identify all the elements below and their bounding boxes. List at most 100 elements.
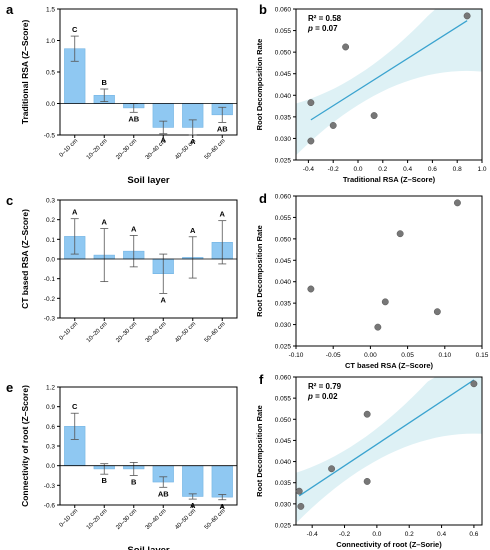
x-tick-label-f: 0.2	[405, 531, 414, 538]
y-axis-title-d: Root Decomposition Rate	[255, 225, 264, 317]
y-tick-label-b: 0.035	[275, 114, 292, 121]
x-tick-label-b: 0.0	[353, 166, 362, 173]
x-tick-label-d: -0.05	[326, 352, 341, 359]
category-label-c: 50–60 cm	[204, 321, 227, 344]
regression-line-b	[310, 20, 468, 121]
category-label-a: 40–50 cm	[174, 138, 197, 161]
y-tick-label-c: 0.1	[46, 237, 55, 244]
bar-e	[182, 465, 204, 497]
y-tick-label-d: 0.025	[275, 344, 292, 351]
y-tick-label-e: 0.9	[46, 404, 55, 411]
y-tick-label-d: 0.050	[275, 236, 292, 243]
y-tick-label-b: 0.030	[275, 136, 292, 143]
y-tick-label-b: 0.025	[275, 158, 292, 165]
bar-e	[211, 465, 233, 498]
y-tick-label-d: 0.035	[275, 301, 292, 308]
y-tick-label-f: 0.050	[275, 417, 292, 424]
category-label-e: 0–10 cm	[59, 508, 80, 529]
y-tick-label-d: 0.030	[275, 322, 292, 329]
stat-p-value-f: p = 0.02	[307, 392, 338, 401]
y-axis-title-c: CT based RSA (Z–Score)	[20, 209, 30, 309]
y-tick-label-b: 0.060	[275, 7, 292, 14]
data-point-d	[396, 230, 404, 238]
panel-letter-a: a	[6, 2, 14, 17]
data-point-d	[381, 298, 389, 306]
data-point-f	[470, 380, 478, 388]
data-point-b	[329, 122, 337, 129]
stat-r-squared-b: R² = 0.58	[308, 14, 342, 23]
significance-letter-c: A	[102, 218, 108, 227]
data-point-b	[342, 43, 350, 51]
category-label-c: 20–30 cm	[115, 321, 138, 344]
regression-line-f	[298, 379, 475, 497]
x-axis-title-a: Soil layer	[127, 175, 170, 186]
significance-letter-a: A	[190, 137, 196, 146]
y-tick-label-f: 0.035	[275, 480, 292, 487]
significance-letter-e: B	[102, 476, 108, 485]
stat-r-squared-f: R² = 0.79	[308, 382, 342, 391]
y-tick-label-b: 0.045	[275, 71, 292, 78]
panel-letter-b: b	[259, 2, 267, 17]
x-axis-title-d: CT based RSA (Z–Score)	[345, 361, 434, 370]
significance-letter-a: B	[102, 78, 108, 87]
x-tick-label-d: 0.00	[364, 352, 377, 359]
x-tick-label-b: 0.6	[428, 166, 437, 173]
y-tick-label-e: 0.0	[46, 463, 55, 470]
y-tick-label-d: 0.055	[275, 215, 292, 222]
confidence-band-f	[296, 377, 482, 524]
y-tick-label-f: 0.030	[275, 501, 292, 508]
y-axis-title-f: Root Decomposition Rate	[255, 405, 264, 497]
y-tick-label-a: 0.0	[46, 101, 55, 108]
category-label-e: 30–40 cm	[145, 508, 168, 531]
panel-letter-f: f	[259, 372, 264, 387]
data-point-f	[297, 502, 305, 510]
x-tick-label-d: -0.10	[289, 352, 304, 359]
y-tick-label-c: -0.1	[44, 276, 56, 283]
stat-p-rest-b: = 0.07	[313, 24, 338, 33]
significance-letter-c: A	[190, 226, 196, 235]
y-tick-label-d: 0.060	[275, 194, 292, 201]
y-tick-label-e: 0.3	[46, 444, 55, 451]
y-axis-title-b: Root Decomposition Rate	[255, 39, 264, 131]
x-tick-label-f: 0.0	[372, 531, 381, 538]
y-tick-label-c: -0.3	[44, 316, 56, 323]
y-axis-title-e: Connectivity of root (Z–Score)	[20, 385, 30, 507]
stat-p-symbol-b: p	[307, 24, 313, 33]
y-tick-label-d: 0.040	[275, 279, 292, 286]
x-tick-label-f: 0.6	[469, 531, 478, 538]
significance-letter-a: C	[72, 25, 78, 34]
y-tick-label-f: 0.060	[275, 375, 292, 382]
data-point-f	[363, 477, 371, 485]
x-axis-title-e: Soil layer	[127, 545, 170, 550]
y-tick-label-b: 0.055	[275, 28, 292, 35]
x-tick-label-d: 0.15	[476, 352, 489, 359]
category-label-a: 20–30 cm	[115, 138, 138, 161]
confidence-band-b	[296, 9, 482, 156]
y-tick-label-c: 0.0	[46, 257, 55, 264]
category-label-a: 30–40 cm	[145, 138, 168, 161]
x-axis-title-f: Connectivity of root (Z–Sorie)	[336, 540, 442, 549]
y-tick-label-f: 0.025	[275, 523, 292, 530]
data-point-b	[370, 112, 378, 120]
data-point-b	[307, 99, 315, 107]
data-point-b	[307, 137, 315, 145]
y-tick-label-e: -0.6	[44, 503, 56, 510]
significance-letter-c: A	[72, 208, 78, 217]
category-label-a: 50–60 cm	[204, 138, 227, 161]
y-tick-label-f: 0.040	[275, 459, 292, 466]
significance-letter-a: AB	[128, 114, 139, 123]
y-tick-label-c: 0.2	[46, 217, 55, 224]
x-tick-label-b: 1.0	[477, 166, 486, 173]
data-point-d	[307, 285, 315, 293]
y-tick-label-e: 0.6	[46, 424, 55, 431]
category-label-e: 20–30 cm	[115, 508, 138, 531]
y-tick-label-a: -0.5	[44, 133, 56, 140]
panel-letter-c: c	[6, 193, 13, 208]
significance-letter-e: C	[72, 402, 78, 411]
plot-frame-e	[59, 386, 238, 506]
significance-letter-c: A	[131, 224, 137, 233]
stat-p-rest-f: = 0.02	[313, 392, 338, 401]
stat-p-symbol-f: p	[307, 392, 313, 401]
x-tick-label-b: 0.2	[378, 166, 387, 173]
